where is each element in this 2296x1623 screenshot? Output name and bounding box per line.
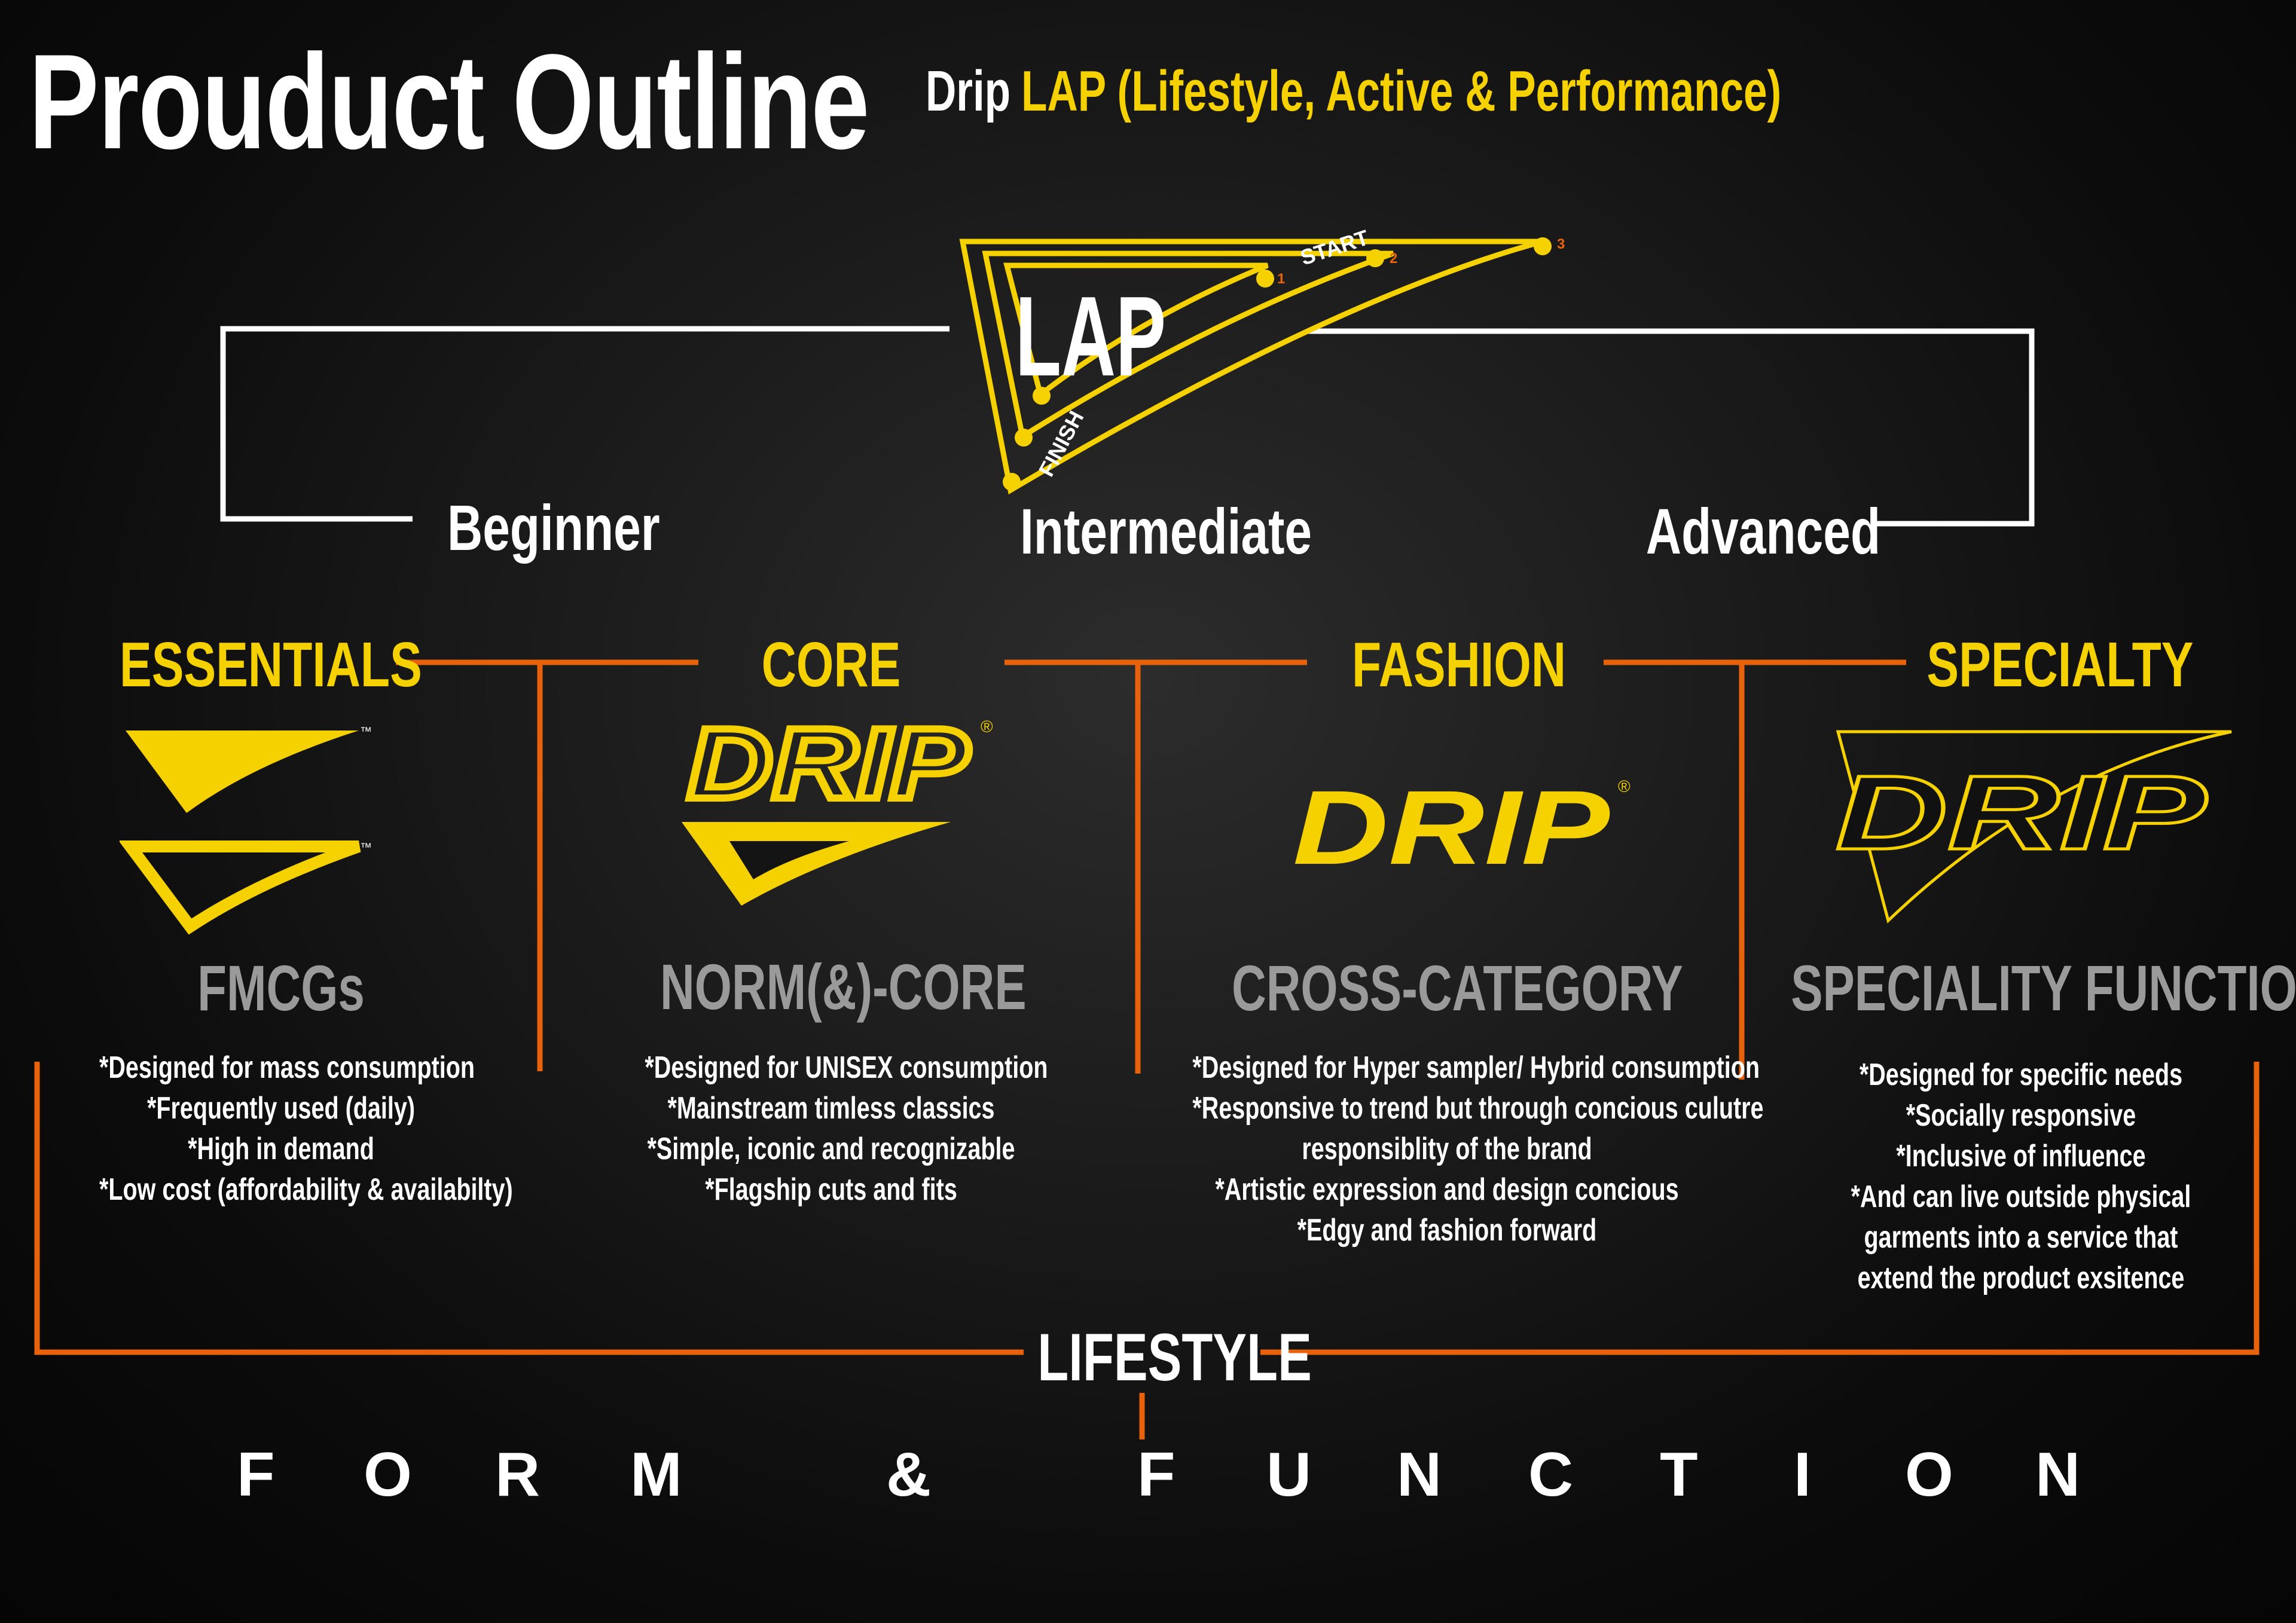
bullet-item: garments into a service that — [1864, 1220, 2178, 1255]
fashion-drip-logo: DRIP ® — [1293, 769, 1631, 882]
bullet-item: responsiblity of the brand — [1302, 1132, 1592, 1166]
function-letter-i: I — [1794, 1440, 1811, 1509]
lap-track-logo: 1 2 3 START FINISH LAP — [959, 227, 1565, 495]
bullets-fashion: *Designed for Hyper sampler/ Hybrid cons… — [1192, 1047, 1764, 1251]
core-logo-text: DRIP — [688, 714, 969, 820]
function-letter-t: T — [1660, 1440, 1698, 1509]
bullet-item: *Mainstream timless classics — [667, 1091, 995, 1126]
lap-finish-dot-1 — [1033, 387, 1051, 405]
subtitle-program: LAP (Lifestyle, Active & Performance) — [1021, 59, 1782, 123]
function-letter-u: U — [1266, 1440, 1312, 1509]
level-beginner: Beginner — [447, 491, 660, 564]
function-letter-f: F — [1137, 1440, 1176, 1509]
function-letter-n2: N — [2035, 1440, 2081, 1509]
category-core: CORE — [761, 629, 901, 700]
subtitle-brand: Drip — [926, 59, 1011, 123]
lap-marker-2-dot — [1366, 249, 1384, 267]
lap-finish-dot-3 — [1003, 473, 1021, 491]
bullet-item: *Designed for specific needs — [1859, 1057, 2183, 1092]
lap-marker-3-dot — [1534, 237, 1552, 255]
level-intermediate: Intermediate — [1020, 495, 1312, 567]
lap-finish-label: FINISH — [1034, 406, 1089, 480]
bullet-item: *High in demand — [188, 1132, 374, 1166]
page-title: Prouduct Outline — [29, 26, 869, 177]
level-bracket-left — [220, 326, 949, 522]
specialty-drip-outline-logo: DRIP — [1834, 730, 2232, 924]
type-specialty: SPECIALITY FUNCTION — [1791, 952, 2296, 1024]
lap-marker-1: 1 — [1277, 271, 1285, 287]
lap-finish-dot-2 — [1015, 429, 1033, 447]
bullet-item: *Inclusive of influence — [1896, 1139, 2146, 1173]
lap-marker-3: 3 — [1557, 236, 1565, 252]
lifestyle-label: LIFESTYLE — [1037, 1320, 1312, 1395]
bullet-item: *Designed for mass consumption — [99, 1050, 475, 1085]
function-letter-n: N — [1397, 1440, 1442, 1509]
bullets-essentials: *Designed for mass consumption *Frequent… — [99, 1047, 513, 1210]
form-letter-f: F — [237, 1440, 275, 1509]
type-fashion: CROSS-CATEGORY — [1232, 952, 1683, 1024]
category-fashion: FASHION — [1351, 629, 1567, 700]
essentials-trademark-bottom: ™ — [360, 841, 372, 854]
category-essentials: ESSENTIALS — [120, 629, 422, 700]
essentials-chevron-icon: ™ ™ — [120, 725, 372, 935]
function-letter-c: C — [1528, 1440, 1574, 1509]
type-core: NORM(&)-CORE — [660, 950, 1027, 1023]
level-bracket-right — [1307, 328, 2035, 527]
specialty-logo-text: DRIP — [1836, 754, 2207, 872]
bullet-item: *Responsive to trend but through conciou… — [1192, 1091, 1764, 1126]
specialty-logo-chevron-outline — [1836, 730, 2232, 924]
ampersand: & — [886, 1440, 932, 1509]
essentials-trademark-top: ™ — [360, 725, 372, 738]
bullet-item: extend the product exsitence — [1857, 1261, 2185, 1295]
lap-marker-1-dot — [1256, 270, 1274, 288]
function-letter-o: O — [1905, 1440, 1953, 1509]
fashion-registered-mark: ® — [1618, 777, 1631, 796]
bullet-item: *Edgy and fashion forward — [1297, 1213, 1597, 1248]
form-letter-o: O — [364, 1440, 412, 1509]
form-letter-m: M — [630, 1440, 682, 1509]
bullet-item: *Flagship cuts and fits — [705, 1172, 957, 1207]
lap-track-middle — [982, 250, 1394, 441]
core-drip-logo: DRIP ® — [682, 714, 993, 906]
level-advanced: Advanced — [1645, 495, 1881, 567]
lifestyle-bracket-right — [1260, 1062, 2260, 1355]
core-logo-chevron — [682, 822, 951, 906]
bullet-item: *Low cost (affordability & availabilty) — [99, 1172, 513, 1207]
lap-track-inner — [1003, 262, 1269, 399]
bullet-item: *And can live outside physical — [1851, 1179, 2191, 1214]
essentials-solid-chevron — [126, 730, 359, 813]
bullet-item: *Socially responsive — [1906, 1098, 2136, 1133]
bullets-specialty: *Designed for specific needs *Socially r… — [1839, 1055, 2203, 1298]
bullets-core: *Designed for UNISEX consumption *Mainst… — [645, 1047, 1048, 1210]
bullet-item: *Designed for UNISEX consumption — [645, 1050, 1048, 1085]
form-letter-r: R — [495, 1440, 541, 1509]
lap-marker-2: 2 — [1390, 250, 1397, 267]
bullet-item: *Designed for Hyper sampler/ Hybrid cons… — [1192, 1050, 1760, 1085]
category-specialty: SPECIALTY — [1926, 629, 2194, 700]
core-registered-mark: ® — [981, 717, 993, 736]
bullet-item: *Artistic expression and design concious — [1215, 1172, 1679, 1207]
lifestyle-bracket-left — [34, 1062, 1024, 1355]
essentials-outline-chevron — [120, 840, 361, 935]
fashion-logo-text: DRIP — [1293, 769, 1610, 882]
bullet-item: *Simple, iconic and recognizable — [647, 1132, 1015, 1166]
bullet-item: *Frequently used (daily) — [147, 1091, 415, 1126]
lap-track-outer — [959, 239, 1544, 495]
type-essentials: FMCGs — [197, 952, 365, 1024]
lap-logo-text: LAP — [1015, 273, 1166, 400]
